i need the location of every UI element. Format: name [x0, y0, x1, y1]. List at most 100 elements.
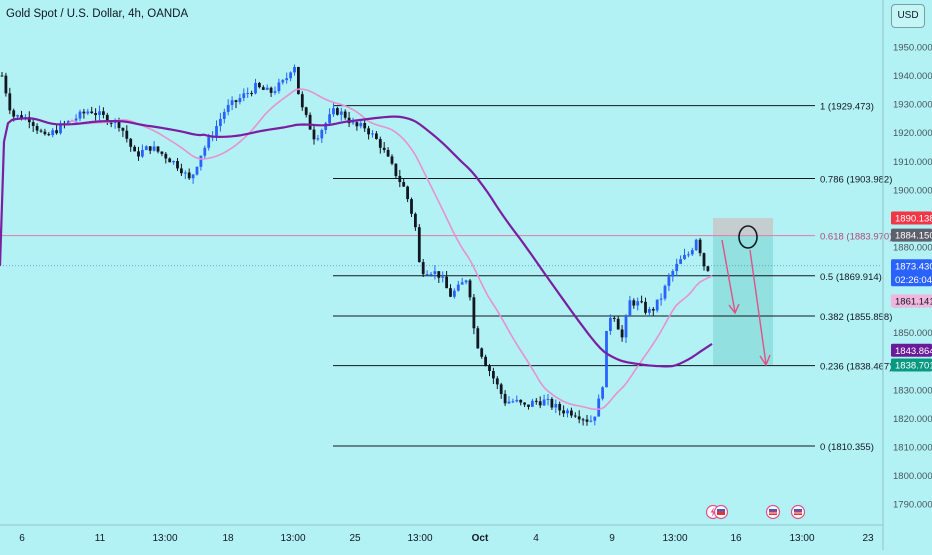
candle-body	[312, 129, 316, 140]
arrow-1-shaft	[721, 239, 736, 313]
candle-body	[105, 114, 109, 123]
candle-body	[538, 401, 542, 406]
candle	[534, 398, 538, 405]
candle	[78, 109, 82, 122]
candle-body	[542, 399, 546, 406]
candle	[285, 72, 289, 84]
candle-body	[476, 328, 480, 349]
candle-body	[363, 123, 367, 129]
price-label-text: 1890.138	[895, 214, 932, 225]
candle-body	[593, 416, 597, 421]
price-tick-label: 1830.000	[893, 385, 932, 396]
candle	[121, 127, 125, 137]
currency-button[interactable]: USD	[891, 4, 925, 28]
candle-body	[499, 384, 503, 394]
flag-glyph-top	[717, 509, 725, 511]
candle-body	[554, 403, 558, 408]
candle-body	[628, 300, 632, 316]
price-labels: 1890.138 1884.150 1873.430 02:26:04 1861.141…	[891, 211, 932, 372]
candle	[172, 160, 175, 165]
candle	[242, 88, 246, 102]
candle-body	[324, 123, 328, 131]
candle	[320, 128, 324, 143]
candle	[324, 121, 328, 134]
candle	[542, 394, 546, 406]
candle-body	[550, 398, 554, 408]
candle-body	[371, 133, 374, 135]
candle-body	[176, 161, 179, 169]
candle-body	[683, 254, 686, 260]
candle	[558, 401, 562, 416]
time-tick-label: 13:00	[280, 533, 305, 544]
candle	[156, 146, 160, 154]
candle-body	[437, 271, 441, 278]
candle	[495, 376, 499, 390]
candle	[277, 78, 281, 94]
candle-body	[694, 239, 698, 251]
candle	[675, 258, 679, 276]
candle-body	[433, 271, 437, 274]
time-tick-label: 13:00	[789, 533, 814, 544]
candle	[683, 248, 686, 260]
price-label-entry: 1884.150	[891, 228, 932, 242]
candle-body	[74, 118, 78, 121]
candle-body	[31, 122, 35, 126]
candle-body	[445, 276, 448, 289]
candle-body	[632, 300, 636, 306]
candle	[425, 270, 429, 276]
candle	[316, 134, 320, 142]
candle	[281, 79, 285, 85]
candle	[398, 169, 402, 188]
candle	[445, 270, 448, 289]
time-tick-label: 23	[862, 533, 874, 544]
candle	[546, 393, 550, 406]
price-tick-label: 1880.000	[893, 242, 932, 253]
candles	[0, 64, 710, 426]
candle-body	[620, 329, 624, 338]
candle	[694, 238, 698, 252]
candle-body	[460, 282, 464, 285]
candle-body	[308, 114, 312, 130]
candle	[187, 168, 191, 180]
candle	[246, 87, 250, 98]
candle	[300, 91, 304, 111]
fib-label-0.786: 0.786 (1903.982)	[820, 174, 892, 185]
candle	[367, 125, 370, 140]
flag-glyph	[769, 509, 777, 515]
event-icons[interactable]	[705, 504, 806, 520]
candle-body	[507, 401, 511, 404]
time-axis[interactable]: 6 11 13:00 18 13:00 25 13:00 Oct 4 9 13:00 16 13:00 2…	[0, 524, 883, 544]
flag-event-icon[interactable]	[790, 504, 806, 520]
candle	[527, 404, 530, 410]
candle-body	[222, 111, 226, 119]
time-tick-label: 13:00	[152, 533, 177, 544]
time-tick-label: 25	[349, 533, 361, 544]
flag-event-icon[interactable]	[765, 504, 781, 520]
candle	[176, 158, 179, 172]
candle-body	[597, 398, 601, 417]
lightning-event-icon[interactable]	[705, 504, 729, 520]
candle-body	[585, 419, 589, 422]
candle-body	[320, 130, 324, 139]
candle	[226, 99, 230, 116]
candle-body	[293, 66, 296, 73]
candle	[113, 118, 117, 129]
candle	[507, 396, 511, 405]
candle-body	[687, 254, 690, 256]
price-label-last-price: 1873.430 02:26:04	[891, 259, 932, 287]
candle-body	[94, 113, 97, 116]
flag-glyph-top	[769, 509, 777, 511]
candle-body	[488, 365, 491, 372]
candle-body	[402, 182, 406, 187]
candle	[203, 145, 207, 160]
candle-body	[102, 111, 105, 115]
fibonacci-levels: 1 (1929.473) 0.786 (1903.982) 0.618 (1883.…	[0, 102, 892, 453]
candle-body	[679, 259, 682, 264]
candle-body	[659, 298, 663, 300]
candle	[308, 112, 312, 130]
candle	[297, 66, 300, 95]
candle	[538, 396, 542, 409]
price-label-stop: 1890.138	[891, 211, 932, 225]
